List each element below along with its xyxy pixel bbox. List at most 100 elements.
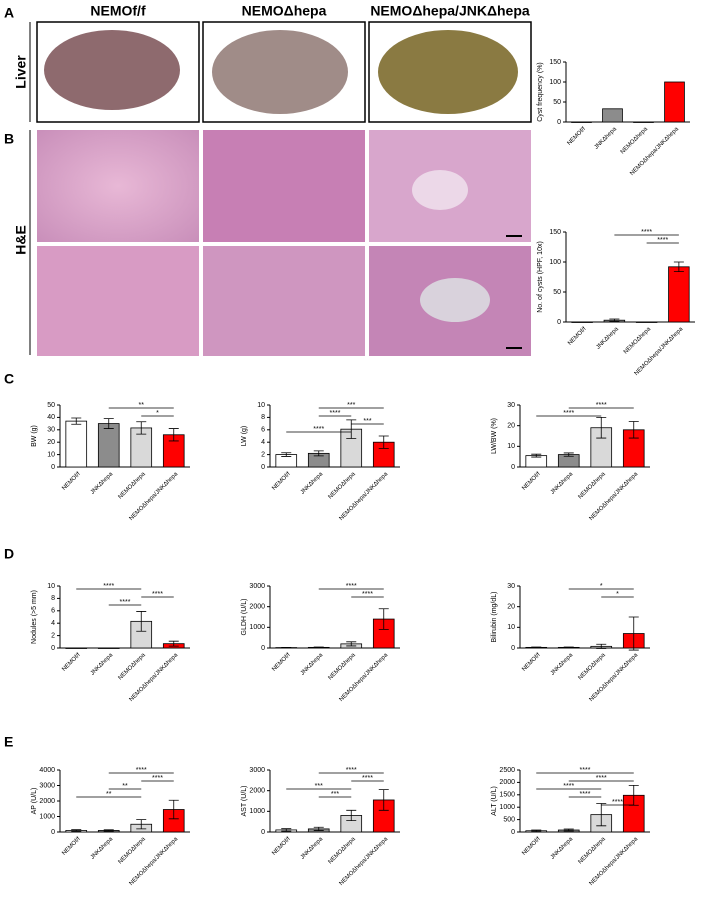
y-axis-label: BW (g) xyxy=(31,425,38,447)
bar xyxy=(571,121,592,123)
y-tick-label: 2000 xyxy=(249,788,265,795)
y-tick-label: 8 xyxy=(51,595,55,602)
significance-label: **** xyxy=(580,791,591,798)
significance-label: **** xyxy=(313,426,324,433)
x-tick-label: NEMOΔhepa xyxy=(620,126,650,156)
x-tick-label: JNKΔhepa xyxy=(90,836,115,861)
cyst xyxy=(412,170,468,210)
error-bar xyxy=(168,640,179,647)
significance-label: * xyxy=(156,410,159,417)
significance-label: * xyxy=(616,591,619,598)
y-tick-label: 50 xyxy=(47,402,55,409)
error-bar xyxy=(346,641,357,647)
error-bar xyxy=(378,435,389,449)
error-bar xyxy=(563,646,574,649)
error-bar xyxy=(346,809,357,822)
y-tick-label: 0 xyxy=(557,319,561,326)
significance-label: ** xyxy=(139,402,145,409)
panel-letter: E xyxy=(4,734,13,750)
y-tick-label: 4000 xyxy=(39,767,55,774)
error-bar xyxy=(346,419,357,439)
x-tick-label: JNKΔhepa xyxy=(550,836,575,861)
y-tick-label: 10 xyxy=(507,624,515,631)
significance-label: **** xyxy=(596,775,607,782)
y-tick-label: 3000 xyxy=(249,767,265,774)
x-tick-label: NEMOf/f xyxy=(271,652,292,673)
significance-label: * xyxy=(600,583,603,590)
x-tick-label: NEMOf/f xyxy=(521,471,542,492)
y-axis-label: LW (g) xyxy=(241,426,248,446)
error-bar xyxy=(596,803,607,827)
column-header: NEMOΔhepa/JNKΔhepa xyxy=(370,3,530,19)
significance-label: *** xyxy=(331,791,339,798)
significance-label: **** xyxy=(103,583,114,590)
y-tick-label: 0 xyxy=(511,464,515,471)
x-tick-label: NEMOf/f xyxy=(61,652,82,673)
y-tick-label: 0 xyxy=(511,829,515,836)
row-label: H&E xyxy=(13,225,29,255)
x-tick-label: NEMOΔhepa xyxy=(578,471,608,501)
x-tick-label: NEMOΔhepa xyxy=(118,652,148,682)
y-tick-label: 6 xyxy=(51,608,55,615)
error-bar xyxy=(313,450,324,457)
y-axis-label: LW/BW (%) xyxy=(491,418,498,454)
x-tick-label: NEMOΔhepa xyxy=(578,836,608,866)
histology xyxy=(37,130,531,356)
error-bar xyxy=(609,318,620,322)
error-bar xyxy=(596,643,607,649)
x-tick-label: NEMOf/f xyxy=(61,836,82,857)
he-image xyxy=(203,246,365,356)
x-tick-label: JNKΔhepa xyxy=(550,471,575,496)
liver-photos xyxy=(36,21,532,123)
significance-label: *** xyxy=(315,783,323,790)
error-bar xyxy=(168,428,179,442)
y-tick-label: 30 xyxy=(47,427,55,434)
error-bar xyxy=(313,646,324,649)
significance-label: **** xyxy=(136,767,147,774)
y-tick-label: 2 xyxy=(51,632,55,639)
x-tick-label: NEMOf/f xyxy=(567,326,588,347)
error-bar xyxy=(103,829,114,832)
bar xyxy=(65,420,88,468)
y-tick-label: 1000 xyxy=(249,624,265,631)
error-bar xyxy=(281,828,292,832)
error-bar xyxy=(71,829,82,832)
y-tick-label: 1000 xyxy=(499,804,515,811)
cyst xyxy=(420,278,490,322)
x-tick-label: NEMOΔhepa xyxy=(623,326,653,356)
x-tick-label: JNKΔhepa xyxy=(90,652,115,677)
significance-label: *** xyxy=(363,418,371,425)
y-tick-label: 0 xyxy=(261,464,265,471)
y-tick-label: 2000 xyxy=(39,798,55,805)
y-tick-label: 150 xyxy=(549,59,561,66)
error-bar xyxy=(313,826,324,831)
error-bar xyxy=(378,789,389,811)
error-bar xyxy=(71,417,82,425)
significance-label: **** xyxy=(152,775,163,782)
y-tick-label: 0 xyxy=(511,645,515,652)
significance-label: **** xyxy=(612,799,623,806)
y-tick-label: 1500 xyxy=(499,792,515,799)
liver-photo xyxy=(44,30,180,110)
significance-label: ** xyxy=(122,783,128,790)
y-axis-label: ALT (U/L) xyxy=(491,786,498,816)
x-tick-label: JNKΔhepa xyxy=(595,326,620,351)
bar xyxy=(633,121,654,123)
y-tick-label: 1000 xyxy=(249,808,265,815)
y-tick-label: 6 xyxy=(261,427,265,434)
y-tick-label: 20 xyxy=(507,604,515,611)
significance-label: **** xyxy=(120,599,131,606)
y-axis-label: Nodules (>5 mm) xyxy=(31,590,38,644)
error-bar xyxy=(281,452,292,457)
x-tick-label: NEMOf/f xyxy=(521,652,542,673)
significance-label: **** xyxy=(330,410,341,417)
x-tick-label: NEMOΔhepa xyxy=(118,836,148,866)
panel-letter: C xyxy=(4,371,14,387)
y-tick-label: 10 xyxy=(47,583,55,590)
y-tick-label: 50 xyxy=(553,289,561,296)
x-tick-label: JNKΔhepa xyxy=(90,471,115,496)
y-tick-label: 150 xyxy=(549,229,561,236)
significance-label: *** xyxy=(347,402,355,409)
y-axis-label: AP (U/L) xyxy=(31,788,38,815)
x-tick-label: NEMOf/f xyxy=(567,126,588,147)
